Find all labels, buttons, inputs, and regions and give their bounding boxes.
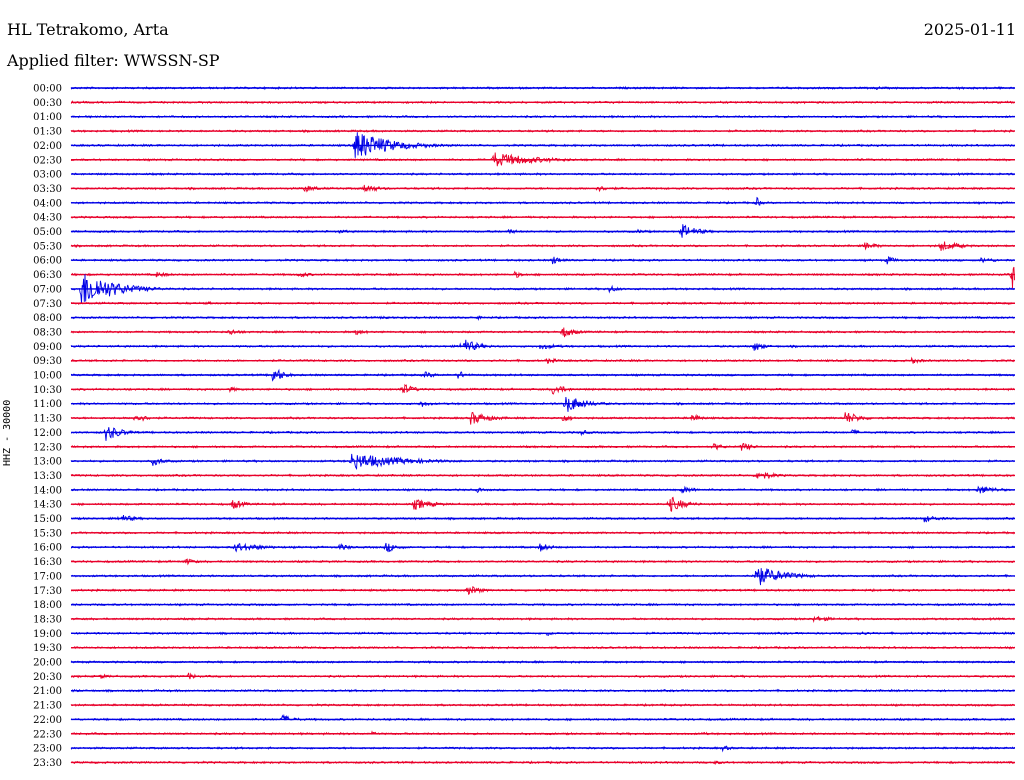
- row-time-label: 22:00: [33, 715, 62, 726]
- row-time-label: 22:30: [33, 729, 62, 740]
- row-time-label: 10:00: [33, 371, 62, 382]
- row-time-label: 21:00: [33, 686, 62, 697]
- trace-line: [70, 427, 1015, 441]
- station-title: HL Tetrakomo, Arta: [7, 20, 169, 39]
- row-time-label: 03:30: [33, 184, 62, 195]
- row-time-label: 13:00: [33, 457, 62, 468]
- row-time-label: 02:30: [33, 155, 62, 166]
- row-time-label: 17:00: [33, 571, 62, 582]
- row-time-label: 00:30: [33, 98, 62, 109]
- row-time-label: 08:00: [33, 313, 62, 324]
- row-time-label: 06:30: [33, 270, 62, 281]
- row-time-label: 02:00: [33, 141, 62, 152]
- row-time-label: 01:00: [33, 112, 62, 123]
- row-time-label: 13:30: [33, 471, 62, 482]
- trace-line: [70, 196, 1015, 206]
- row-time-label: 11:00: [33, 399, 62, 410]
- row-time-label: 09:00: [33, 342, 62, 353]
- row-time-label: 19:00: [33, 629, 62, 640]
- row-time-label: 01:30: [33, 127, 62, 138]
- row-time-label: 07:30: [33, 299, 62, 310]
- row-time-label: 14:30: [33, 500, 62, 511]
- row-time-label: 18:00: [33, 600, 62, 611]
- trace-line: [70, 339, 1015, 351]
- row-time-label: 14:00: [33, 485, 62, 496]
- row-time-label: 07:00: [33, 284, 62, 295]
- row-time-label: 11:30: [33, 414, 62, 425]
- row-time-label: 23:30: [33, 758, 62, 769]
- row-time-label: 15:30: [33, 528, 62, 539]
- trace-line: [70, 568, 1015, 586]
- row-time-label: 16:00: [33, 543, 62, 554]
- row-time-label: 16:30: [33, 557, 62, 568]
- row-time-label: 12:30: [33, 442, 62, 453]
- row-time-label: 23:00: [33, 744, 62, 755]
- row-time-label: 03:00: [33, 170, 62, 181]
- filter-label: Applied filter: WWSSN-SP: [7, 51, 220, 70]
- row-time-label: 20:00: [33, 658, 62, 669]
- row-time-label: 08:30: [33, 327, 62, 338]
- row-time-label: 20:30: [33, 672, 62, 683]
- row-time-label: 21:30: [33, 701, 62, 712]
- row-time-label: 17:30: [33, 586, 62, 597]
- row-time-label: 18:30: [33, 614, 62, 625]
- row-time-label: 04:30: [33, 213, 62, 224]
- row-time-label: 12:00: [33, 428, 62, 439]
- row-time-label: 05:00: [33, 227, 62, 238]
- row-time-label: 15:00: [33, 514, 62, 525]
- trace-line: [70, 266, 1016, 289]
- row-time-label: 00:00: [33, 84, 62, 95]
- row-time-label: 06:00: [33, 256, 62, 267]
- row-time-label: 05:30: [33, 241, 62, 252]
- row-time-label: 10:30: [33, 385, 62, 396]
- date-label: 2025-01-11: [923, 20, 1016, 39]
- trace-line: [70, 396, 1015, 412]
- row-time-label: 09:30: [33, 356, 62, 367]
- row-time-label: 19:30: [33, 643, 62, 654]
- row-time-label: 04:00: [33, 198, 62, 209]
